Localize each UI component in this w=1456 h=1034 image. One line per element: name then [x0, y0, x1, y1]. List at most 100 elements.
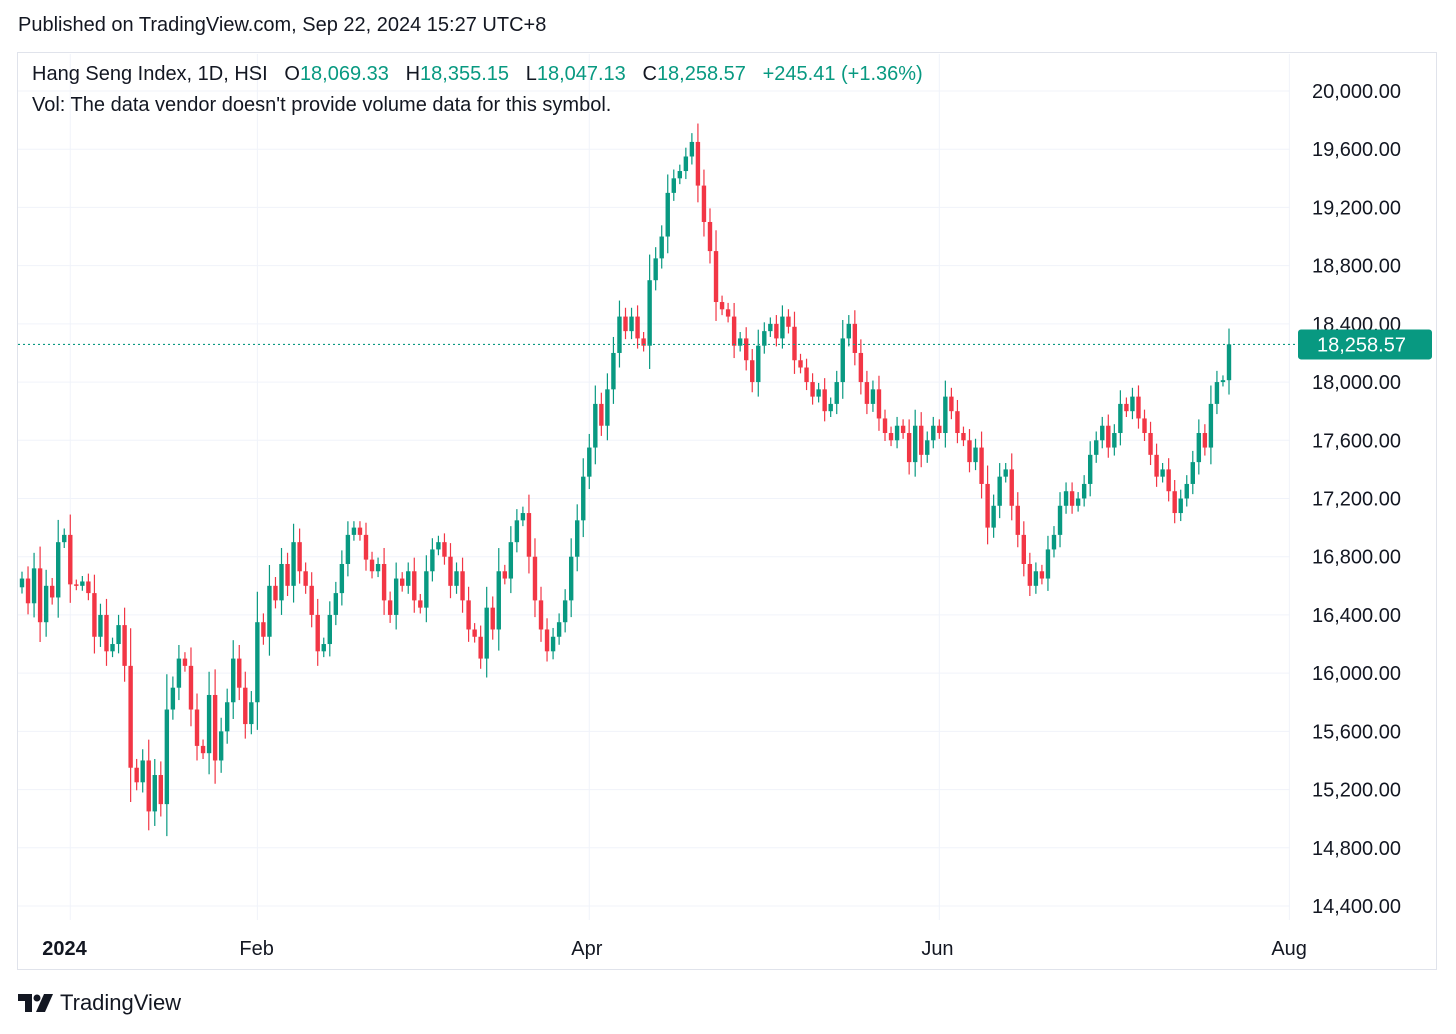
- candle-body[interactable]: [707, 221, 713, 252]
- candle-body[interactable]: [647, 280, 652, 346]
- candle-body[interactable]: [218, 731, 224, 761]
- candle-body[interactable]: [1051, 534, 1057, 550]
- candle-body[interactable]: [937, 425, 942, 434]
- candle-body[interactable]: [19, 578, 25, 588]
- candle-body[interactable]: [327, 614, 332, 645]
- candle-body[interactable]: [713, 251, 719, 303]
- candle-body[interactable]: [568, 556, 574, 601]
- candle-body[interactable]: [158, 775, 164, 805]
- candle-body[interactable]: [635, 316, 640, 339]
- candle-body[interactable]: [1081, 483, 1087, 499]
- candle-body[interactable]: [822, 389, 827, 412]
- candle-body[interactable]: [37, 568, 43, 623]
- candle-body[interactable]: [629, 316, 634, 332]
- candle-body[interactable]: [339, 563, 345, 594]
- candle-body[interactable]: [400, 578, 405, 586]
- candle-body[interactable]: [442, 542, 447, 557]
- candle-body[interactable]: [31, 568, 37, 604]
- candle-body[interactable]: [490, 607, 495, 630]
- candle-body[interactable]: [381, 563, 387, 601]
- candle-body[interactable]: [74, 584, 79, 586]
- candle-body[interactable]: [1226, 344, 1232, 381]
- candle-body[interactable]: [206, 694, 212, 754]
- candle-body[interactable]: [309, 585, 314, 615]
- candle-body[interactable]: [774, 323, 779, 339]
- candle-body[interactable]: [520, 513, 526, 521]
- candle-body[interactable]: [412, 571, 417, 601]
- candle-body[interactable]: [1118, 403, 1123, 434]
- candle-body[interactable]: [1154, 454, 1159, 477]
- candle-body[interactable]: [1112, 433, 1117, 448]
- candle-body[interactable]: [544, 629, 550, 652]
- candle-body[interactable]: [1142, 418, 1147, 434]
- candle-body[interactable]: [170, 687, 176, 710]
- candle-body[interactable]: [1202, 433, 1208, 448]
- candle-body[interactable]: [587, 447, 592, 477]
- candle-body[interactable]: [345, 534, 351, 564]
- candle-body[interactable]: [176, 658, 182, 688]
- candle-body[interactable]: [393, 578, 399, 615]
- candle-body[interactable]: [273, 585, 278, 601]
- tradingview-brand[interactable]: TradingView: [18, 990, 181, 1016]
- candle-body[interactable]: [906, 433, 912, 463]
- candle-body[interactable]: [484, 607, 489, 659]
- candle-body[interactable]: [689, 141, 695, 157]
- candle-body[interactable]: [1214, 382, 1220, 404]
- candle-body[interactable]: [1190, 462, 1195, 484]
- candle-body[interactable]: [870, 389, 876, 404]
- candle-body[interactable]: [955, 411, 960, 434]
- candle-body[interactable]: [786, 316, 791, 327]
- candle-body[interactable]: [768, 323, 773, 332]
- candle-body[interactable]: [188, 665, 194, 710]
- candle-body[interactable]: [152, 775, 157, 812]
- candle-body[interactable]: [110, 644, 115, 652]
- candle-body[interactable]: [1021, 534, 1027, 564]
- candle-body[interactable]: [140, 760, 145, 783]
- candle-body[interactable]: [550, 636, 556, 652]
- candle-body[interactable]: [701, 185, 707, 222]
- candle-body[interactable]: [478, 636, 483, 659]
- candle-body[interactable]: [182, 658, 188, 666]
- candle-body[interactable]: [780, 316, 785, 339]
- candle-body[interactable]: [514, 520, 520, 543]
- candle-body[interactable]: [62, 534, 67, 543]
- candle-body[interactable]: [840, 338, 845, 383]
- candle-body[interactable]: [1166, 469, 1171, 492]
- candle-body[interactable]: [285, 563, 290, 586]
- candle-body[interactable]: [683, 156, 689, 172]
- candle-body[interactable]: [925, 440, 930, 455]
- candle-body[interactable]: [1045, 549, 1051, 579]
- candle-body[interactable]: [351, 527, 357, 535]
- candle-body[interactable]: [1009, 469, 1014, 506]
- candle-body[interactable]: [762, 331, 767, 346]
- candle-body[interactable]: [1124, 403, 1129, 412]
- candle-body[interactable]: [436, 542, 441, 550]
- candle-body[interactable]: [134, 767, 139, 783]
- candle-body[interactable]: [1184, 483, 1189, 499]
- candle-body[interactable]: [575, 520, 580, 557]
- candle-body[interactable]: [593, 403, 598, 448]
- candle-body[interactable]: [731, 316, 737, 346]
- candle-body[interactable]: [1039, 571, 1045, 579]
- candle-body[interactable]: [894, 425, 900, 441]
- candle-body[interactable]: [991, 505, 996, 528]
- candle-body[interactable]: [231, 658, 236, 703]
- candle-body[interactable]: [538, 600, 544, 630]
- candle-body[interactable]: [291, 542, 296, 586]
- candle-body[interactable]: [1148, 433, 1153, 455]
- candle-body[interactable]: [1087, 454, 1093, 484]
- candle-body[interactable]: [858, 352, 864, 383]
- candle-body[interactable]: [369, 559, 375, 572]
- candle-body[interactable]: [243, 687, 248, 725]
- candle-body[interactable]: [641, 338, 646, 346]
- candle-body[interactable]: [460, 571, 465, 601]
- candle-body[interactable]: [804, 367, 809, 383]
- candle-body[interactable]: [122, 625, 127, 666]
- candle-body[interactable]: [1196, 433, 1202, 463]
- candle-body[interactable]: [448, 556, 453, 586]
- candle-body[interactable]: [882, 418, 888, 434]
- candle-body[interactable]: [357, 527, 363, 535]
- candle-body[interactable]: [92, 593, 97, 637]
- candle-body[interactable]: [25, 578, 31, 604]
- candle-body[interactable]: [1003, 469, 1008, 477]
